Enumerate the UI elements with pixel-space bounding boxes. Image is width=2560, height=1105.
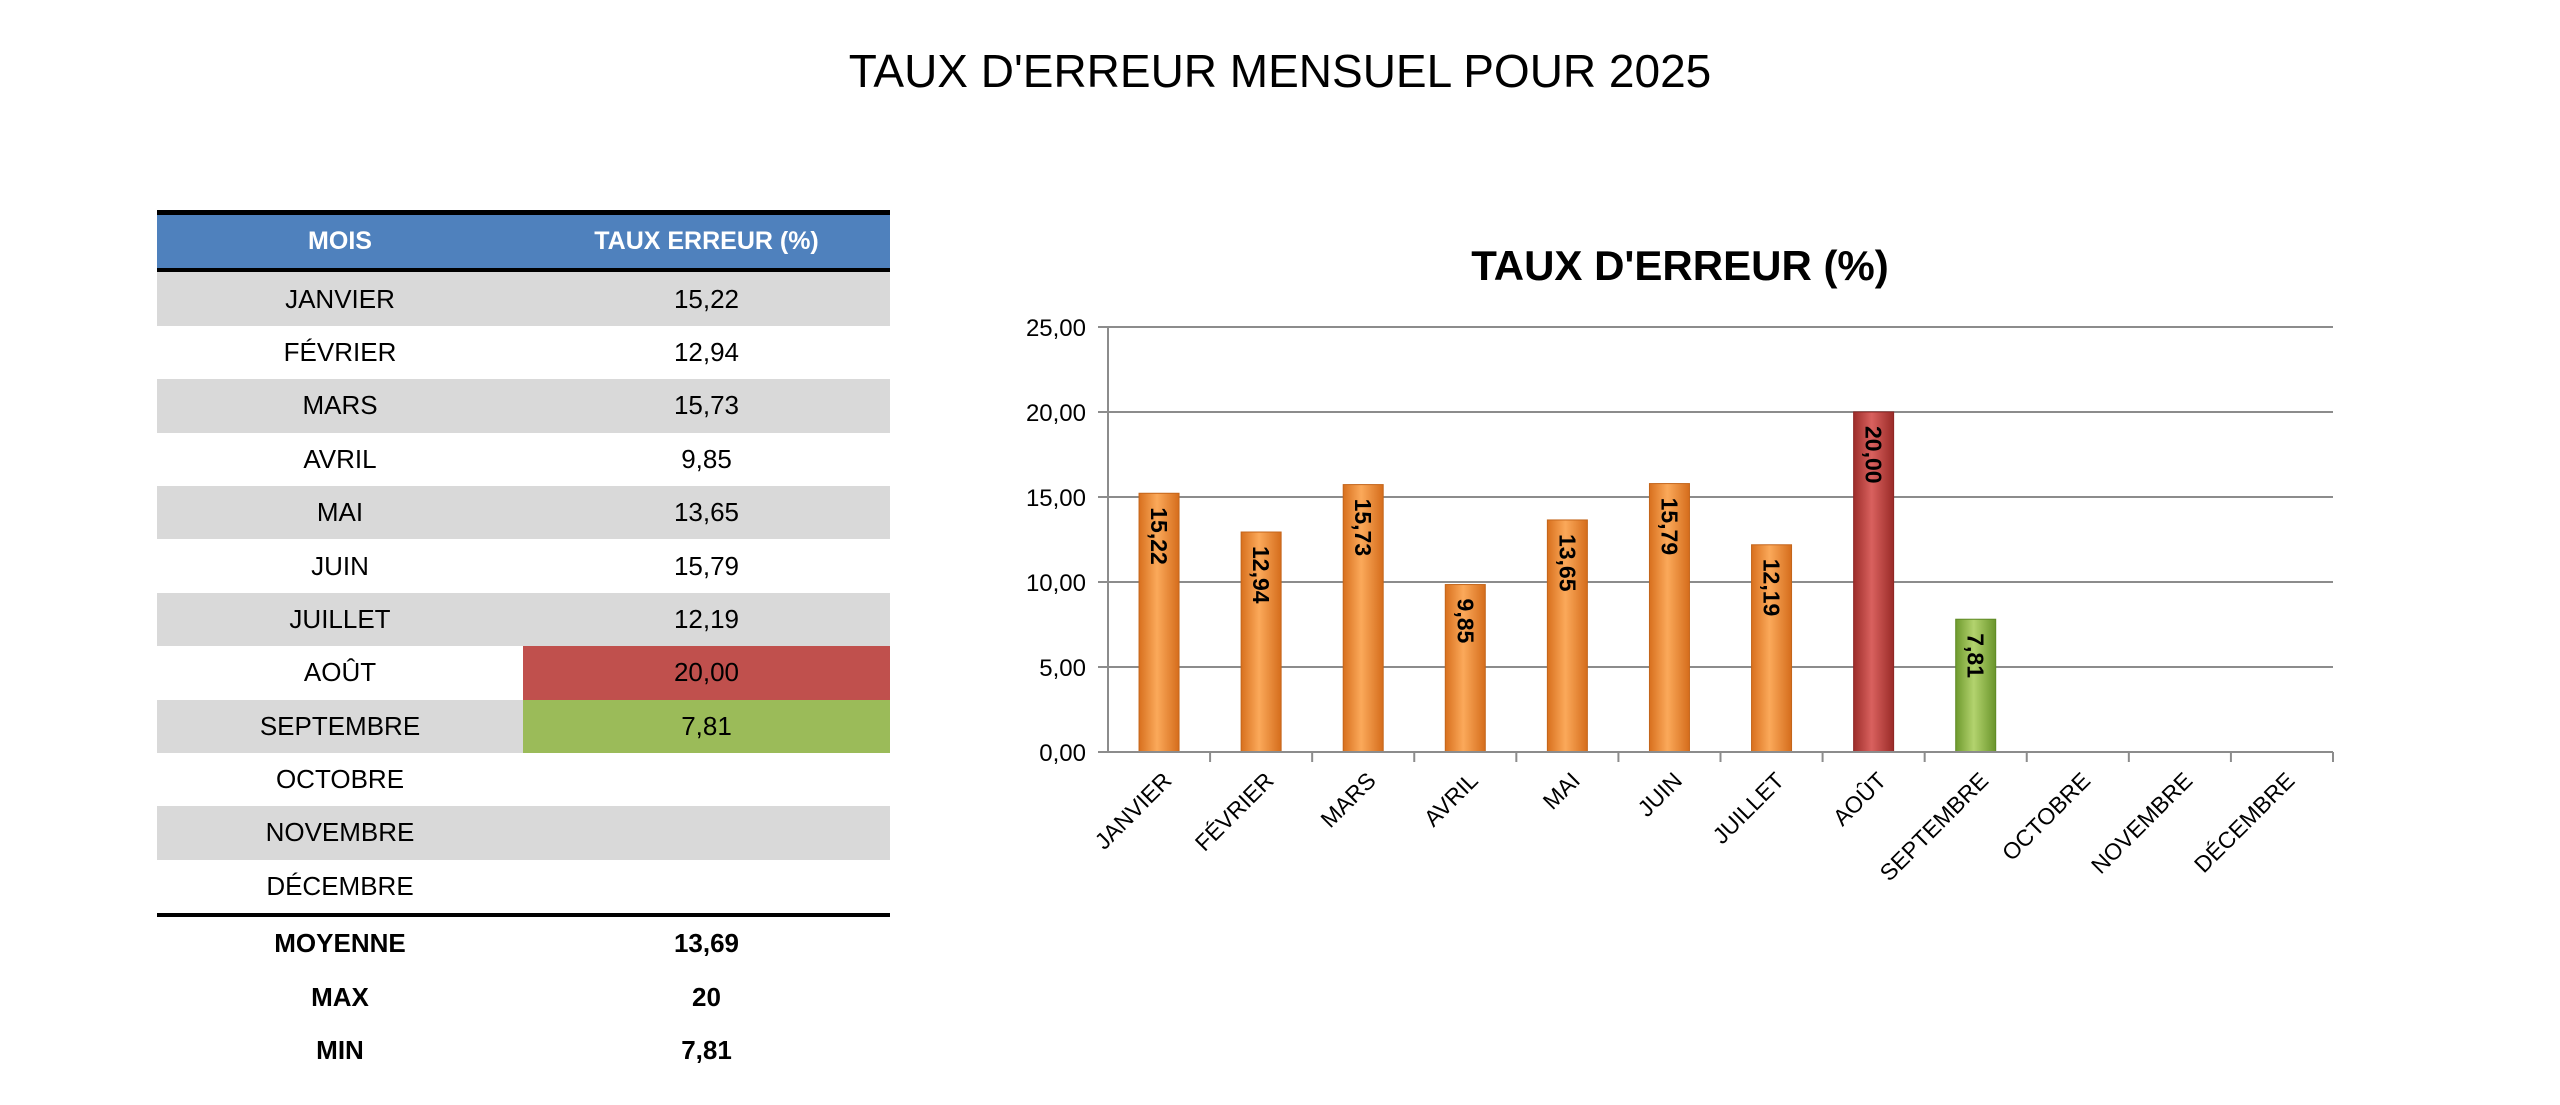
stat-row-max: MAX 20: [157, 970, 890, 1023]
error-rate-table: MOIS TAUX ERREUR (%) JANVIER 15,22 FÉVRIER…: [157, 210, 890, 1077]
bar-data-label: 13,65: [1554, 534, 1580, 592]
y-tick-label: 0,00: [1039, 740, 1086, 767]
month-cell: SEPTEMBRE: [157, 699, 523, 753]
x-tick-label: DÉCEMBRE: [2189, 767, 2300, 878]
month-cell: JUIN: [311, 550, 369, 581]
month-cell: OCTOBRE: [275, 764, 405, 795]
rate-cell: 15,22: [523, 270, 890, 326]
bar-août: [1853, 411, 1895, 753]
month-cell: FÉVRIER: [283, 336, 397, 367]
rate-cell: 13,65: [523, 485, 890, 540]
bar-septembre: [1955, 618, 1997, 753]
table-row: MAI 13,65: [157, 485, 890, 540]
table-row: SEPTEMBRE 7,81: [157, 699, 890, 753]
table-row: JANVIER 15,22: [157, 270, 890, 326]
x-tick-label: MARS: [1315, 767, 1380, 832]
rate-cell: 9,85: [681, 443, 732, 474]
y-tick-label: 20,00: [1026, 400, 1086, 427]
table-row: FÉVRIER 12,94: [157, 326, 890, 379]
header-rate: TAUX ERREUR (%): [523, 210, 890, 273]
stat-label: MAX: [311, 981, 369, 1012]
month-cell: AVRIL: [303, 443, 377, 474]
rate-cell: 12,19: [523, 592, 890, 647]
bar-data-label: 20,00: [1861, 426, 1887, 484]
rate-cell: 15,73: [523, 379, 890, 433]
rate-cell: 20,00: [523, 646, 890, 700]
table-row: NOVEMBRE: [157, 806, 890, 860]
stat-value: 13,69: [523, 913, 890, 971]
table-row: AVRIL 9,85: [157, 433, 890, 486]
month-cell: DÉCEMBRE: [266, 870, 414, 901]
bar-mars: [1342, 484, 1384, 753]
stat-value: 20: [692, 981, 721, 1012]
header-month: MOIS: [157, 210, 523, 273]
bar-juin: [1648, 483, 1690, 753]
bar-data-label: 15,73: [1350, 499, 1376, 557]
y-tick-label: 10,00: [1026, 570, 1086, 597]
chart-title: TAUX D'ERREUR (%): [1471, 242, 1889, 289]
rate-cell: 15,79: [673, 550, 740, 581]
month-cell: JANVIER: [157, 270, 523, 326]
x-tick-label: MAI: [1538, 767, 1585, 814]
table-row: MARS 15,73: [157, 379, 890, 433]
table-header-row: MOIS TAUX ERREUR (%): [157, 210, 890, 273]
x-tick-label: NOVEMBRE: [2086, 767, 2197, 878]
month-cell: NOVEMBRE: [157, 806, 523, 860]
rate-cell: 7,81: [523, 699, 890, 753]
stat-row-moyenne: MOYENNE 13,69: [157, 913, 890, 971]
bar-data-label: 7,81: [1963, 633, 1989, 678]
rate-cell: [523, 806, 890, 860]
x-tick-label: AVRIL: [1419, 767, 1483, 831]
bar-avril: [1444, 584, 1486, 753]
y-tick-label: 5,00: [1039, 655, 1086, 682]
x-tick-label: JANVIER: [1090, 767, 1177, 854]
month-cell: MARS: [157, 379, 523, 433]
x-tick-label: JUIN: [1632, 767, 1687, 822]
x-tick-label: SEPTEMBRE: [1875, 767, 1994, 886]
y-tick-label: 15,00: [1026, 485, 1086, 512]
bar-data-label: 12,19: [1759, 559, 1785, 617]
x-tick-label: OCTOBRE: [1997, 767, 2096, 866]
x-tick-label: JUILLET: [1707, 767, 1789, 849]
stat-value: 7,81: [681, 1035, 732, 1066]
table-row: JUILLET 12,19: [157, 592, 890, 647]
month-cell: MAI: [157, 485, 523, 540]
stat-row-min: MIN 7,81: [157, 1024, 890, 1077]
table-row: OCTOBRE: [157, 753, 890, 806]
stat-label: MIN: [316, 1035, 364, 1066]
page-title: TAUX D'ERREUR MENSUEL POUR 2025: [848, 45, 1712, 97]
bar-data-label: 12,94: [1248, 546, 1274, 604]
x-tick-label: AOÛT: [1827, 766, 1891, 830]
bar-data-label: 15,79: [1656, 498, 1682, 556]
x-tick-label: FÉVRIER: [1190, 767, 1279, 856]
month-cell: JUILLET: [157, 592, 523, 647]
y-tick-label: 25,00: [1026, 315, 1086, 342]
table-row: JUIN 15,79: [157, 539, 890, 592]
bar-février: [1240, 531, 1282, 753]
stat-label: MOYENNE: [157, 913, 523, 971]
month-cell: AOÛT: [303, 657, 377, 688]
bar-data-label: 9,85: [1452, 599, 1478, 644]
rate-cell: 12,94: [673, 336, 740, 367]
table-row: AOÛT 20,00: [157, 646, 890, 700]
table-row: DÉCEMBRE: [157, 860, 890, 915]
bar-data-label: 15,22: [1146, 507, 1172, 565]
